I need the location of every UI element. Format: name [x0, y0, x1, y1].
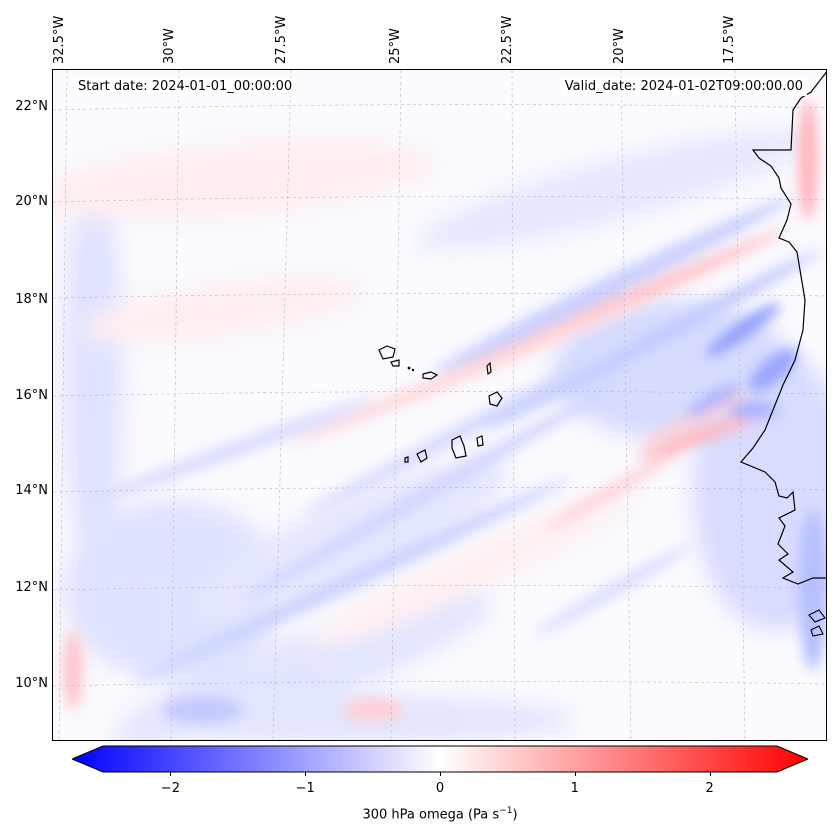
longitude-label: 30°W [162, 28, 177, 64]
colorbar-gradient [70, 745, 810, 773]
colorbar-tick-mark [305, 772, 307, 776]
start-date-label: Start date: 2024-01-01_00:00:00 [74, 78, 297, 96]
field-bands [63, 100, 826, 724]
longitude-label: 17.5°W [722, 15, 737, 64]
graticule [53, 70, 826, 740]
cape-verde-dots [407, 366, 415, 372]
colorbar-tick-label: 1 [570, 781, 579, 796]
colorbar-tick-mark [574, 772, 576, 776]
latitude-label: 20°N [15, 194, 48, 209]
omega-field [53, 70, 826, 740]
coast-islands [808, 609, 826, 637]
colorbar-tick-label: 0 [435, 781, 445, 796]
colorbar-label-sup: −1 [499, 806, 513, 816]
colorbar-svg [70, 745, 810, 773]
latitude-label: 12°N [15, 580, 48, 595]
latitude-label: 22°N [15, 99, 48, 114]
colorbar-tick-mark [170, 772, 172, 776]
colorbar-label-main: 300 hPa omega (Pa s [362, 807, 500, 823]
valid-date-label: Valid_date: 2024-01-02T09:00:00.00 [560, 78, 807, 96]
longitude-label: 25°W [388, 28, 403, 64]
colorbar-label-end: ) [512, 807, 518, 823]
africa-coastline [740, 71, 826, 585]
colorbar-tick-mark [440, 772, 441, 776]
colorbar-tick-label: −1 [295, 781, 315, 796]
longitude-label: 27.5°W [274, 15, 289, 64]
longitude-label: 22.5°W [500, 15, 515, 64]
latitude-label: 10°N [15, 676, 48, 691]
longitude-label: 32.5°W [52, 15, 67, 64]
colorbar-tick-mark [709, 772, 711, 776]
colorbar [70, 745, 810, 773]
colorbar-tick-label: 2 [705, 781, 714, 796]
latitude-label: 18°N [15, 292, 48, 307]
cape-verde-islands [378, 345, 503, 463]
longitude-label: 20°W [612, 28, 627, 64]
map-panel [52, 69, 827, 741]
latitude-label: 14°N [15, 483, 48, 498]
colorbar-label: 300 hPa omega (Pa s−1) [0, 806, 837, 822]
latitude-label: 16°N [15, 388, 48, 403]
colorbar-tick-label: −2 [160, 781, 180, 796]
